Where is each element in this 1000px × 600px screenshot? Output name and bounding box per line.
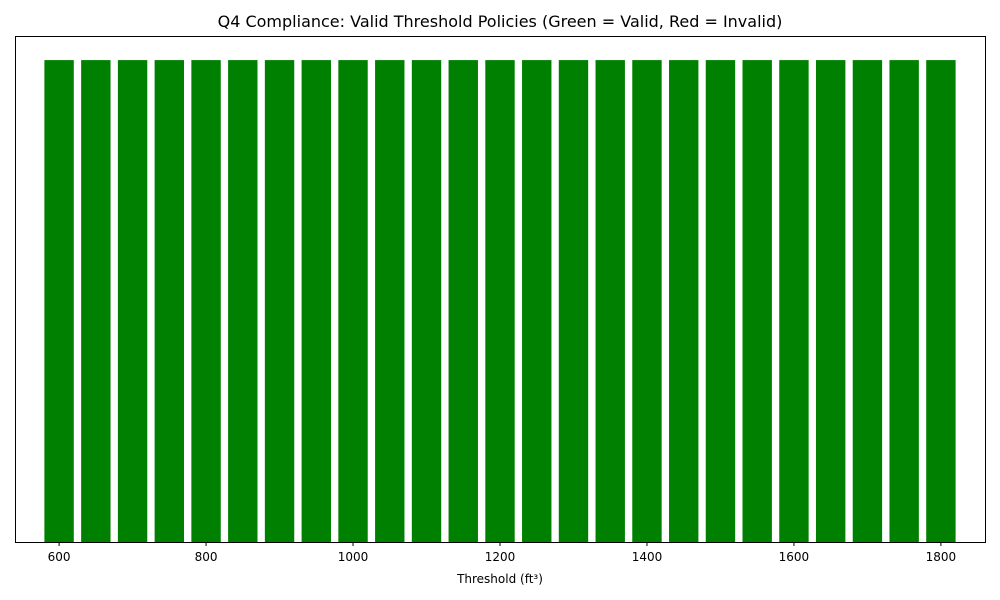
bar-800: [191, 60, 221, 542]
bar-850: [228, 60, 258, 542]
bar-1000: [338, 60, 368, 542]
bar-1550: [742, 60, 772, 542]
bar-1700: [852, 60, 883, 542]
x-tick-label-800: 800: [195, 550, 218, 564]
bar-950: [301, 60, 331, 542]
bar-1350: [595, 60, 625, 542]
bar-750: [154, 60, 185, 542]
bar-1500: [705, 60, 736, 542]
bar-1050: [375, 60, 405, 542]
bar-1650: [815, 60, 846, 542]
bar-900: [264, 60, 295, 542]
bar-1300: [558, 60, 589, 542]
bar-1150: [448, 60, 478, 542]
bar-1600: [779, 60, 809, 542]
bar-600: [44, 60, 74, 542]
bar-1250: [522, 60, 552, 542]
x-axis-label: Threshold (ft³): [456, 572, 543, 586]
x-tick-label-600: 600: [48, 550, 71, 564]
bar-1750: [889, 60, 919, 542]
bar-1800: [926, 60, 956, 542]
bar-1100: [411, 60, 442, 542]
x-tick-label-1200: 1200: [485, 550, 516, 564]
x-tick-label-1400: 1400: [632, 550, 663, 564]
bar-1450: [669, 60, 699, 542]
bar-1200: [485, 60, 515, 542]
bar-700: [117, 60, 148, 542]
x-tick-label-1800: 1800: [926, 550, 957, 564]
bars-group: [44, 60, 956, 542]
chart-title: Q4 Compliance: Valid Threshold Policies …: [217, 12, 783, 31]
x-tick-label-1600: 1600: [779, 550, 810, 564]
bar-1400: [632, 60, 662, 542]
bar-650: [81, 60, 111, 542]
x-tick-label-1000: 1000: [338, 550, 369, 564]
x-axis-ticks: 600 800 1000 1200 1400 1600 1800: [48, 542, 957, 564]
